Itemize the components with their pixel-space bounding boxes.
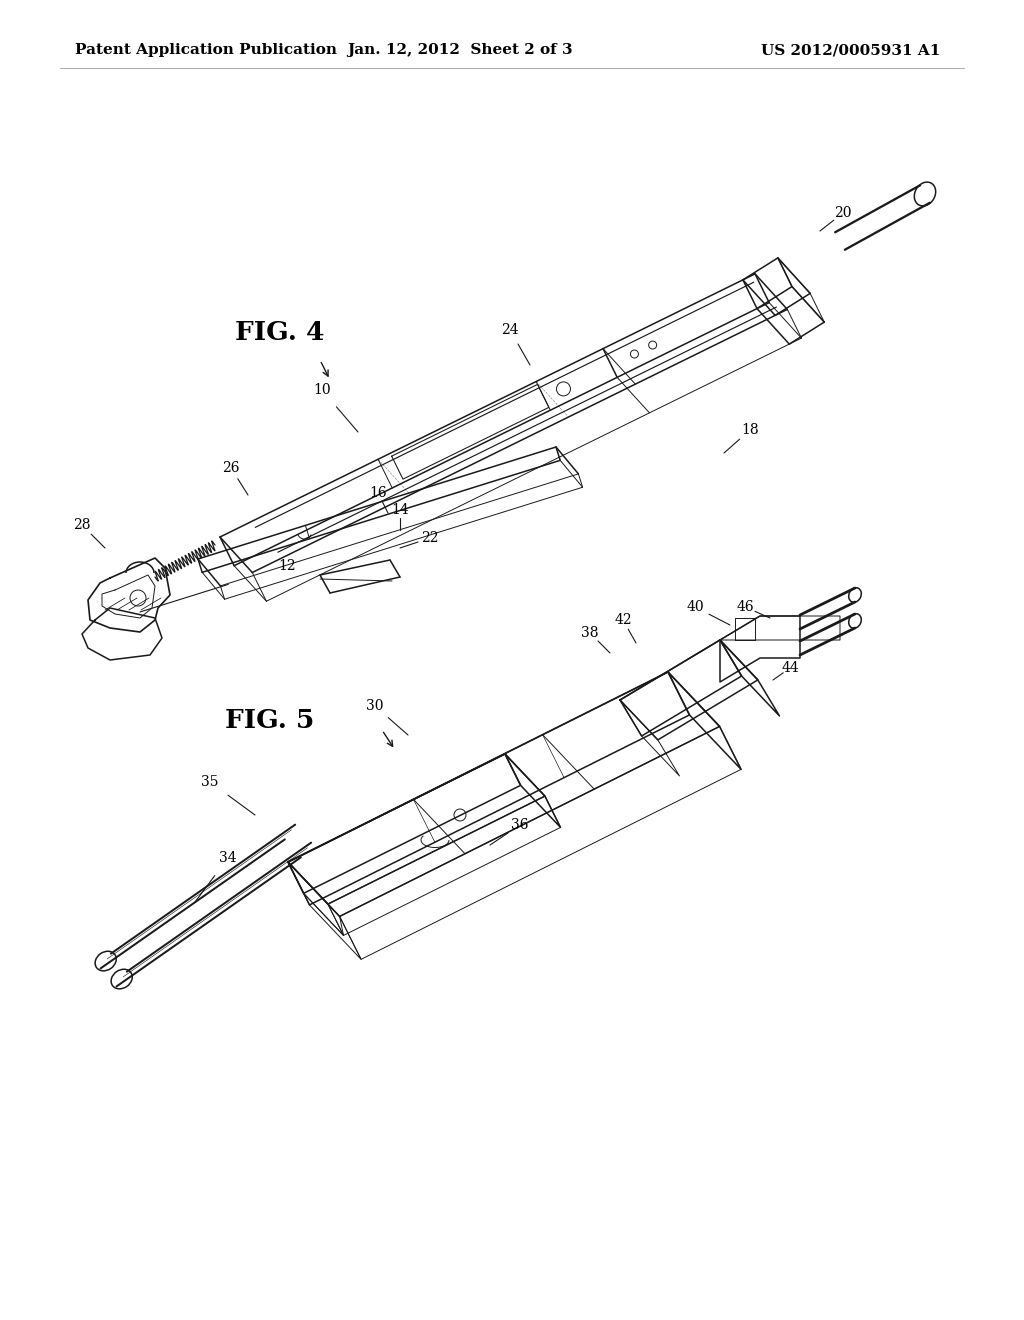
Text: 26: 26 bbox=[222, 461, 240, 475]
Text: 24: 24 bbox=[501, 323, 519, 337]
Text: 40: 40 bbox=[686, 601, 703, 614]
Text: 12: 12 bbox=[279, 558, 296, 573]
Text: 38: 38 bbox=[582, 626, 599, 640]
Text: Jan. 12, 2012  Sheet 2 of 3: Jan. 12, 2012 Sheet 2 of 3 bbox=[347, 44, 572, 57]
Text: 35: 35 bbox=[202, 775, 219, 789]
Text: FIG. 4: FIG. 4 bbox=[234, 321, 325, 346]
Text: 14: 14 bbox=[391, 503, 409, 517]
Text: 22: 22 bbox=[421, 531, 438, 545]
Text: 34: 34 bbox=[219, 851, 237, 865]
Text: 28: 28 bbox=[74, 517, 91, 532]
Text: 44: 44 bbox=[781, 661, 799, 675]
Text: 16: 16 bbox=[370, 486, 387, 500]
Text: 18: 18 bbox=[741, 422, 759, 437]
Text: 42: 42 bbox=[614, 612, 632, 627]
Text: 46: 46 bbox=[736, 601, 754, 614]
Text: Patent Application Publication: Patent Application Publication bbox=[75, 44, 337, 57]
Text: US 2012/0005931 A1: US 2012/0005931 A1 bbox=[761, 44, 940, 57]
Text: 20: 20 bbox=[835, 206, 852, 220]
Text: 30: 30 bbox=[367, 700, 384, 713]
Text: 10: 10 bbox=[313, 383, 331, 397]
Text: FIG. 5: FIG. 5 bbox=[225, 708, 314, 733]
Text: 36: 36 bbox=[511, 818, 528, 832]
